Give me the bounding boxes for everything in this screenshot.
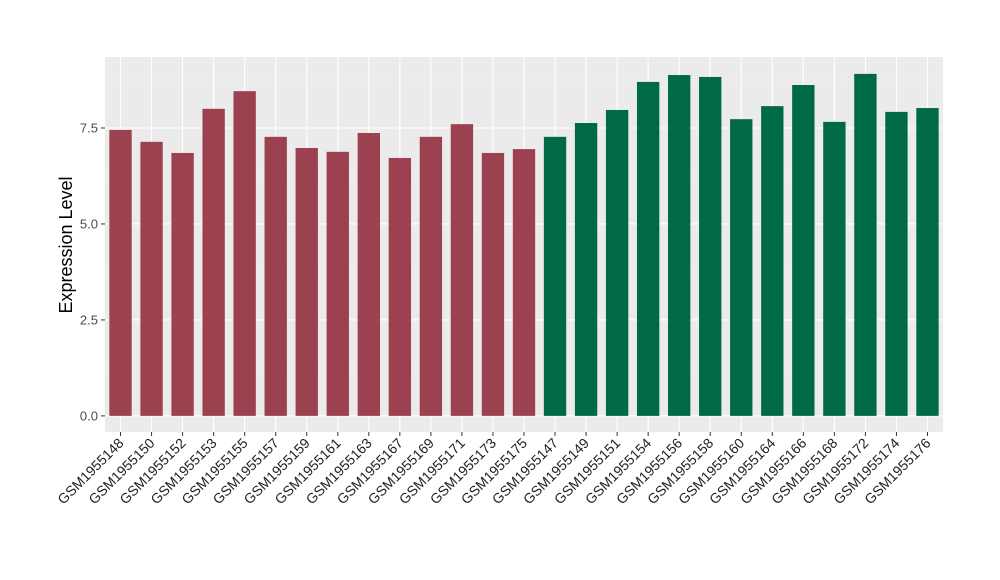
bar	[481, 152, 505, 416]
y-tick-label: 7.5	[80, 121, 98, 136]
bars	[109, 73, 939, 416]
bar	[916, 108, 939, 416]
bar	[233, 91, 256, 416]
bar	[792, 85, 815, 416]
bar	[512, 149, 536, 416]
bar	[543, 136, 567, 416]
bar	[326, 151, 349, 416]
bar	[823, 121, 846, 416]
bar	[388, 157, 412, 416]
bar	[636, 81, 660, 416]
bar	[202, 108, 225, 416]
bar	[450, 124, 474, 416]
bar	[357, 132, 380, 416]
y-tick-label: 0.0	[80, 408, 98, 423]
bar	[854, 73, 877, 416]
bar	[574, 123, 598, 416]
bar	[264, 136, 287, 416]
bar	[109, 129, 132, 416]
bar	[140, 141, 163, 416]
bar	[295, 147, 318, 416]
y-tick-label: 5.0	[80, 216, 98, 231]
bar	[419, 136, 443, 416]
bar	[171, 152, 194, 416]
bar	[668, 75, 691, 416]
y-axis-title: Expression Level	[56, 176, 76, 313]
bar	[605, 109, 629, 416]
bar	[699, 76, 722, 416]
bar	[885, 111, 908, 416]
y-tick-label: 2.5	[80, 312, 98, 327]
bar	[730, 119, 753, 416]
bar	[761, 106, 784, 416]
